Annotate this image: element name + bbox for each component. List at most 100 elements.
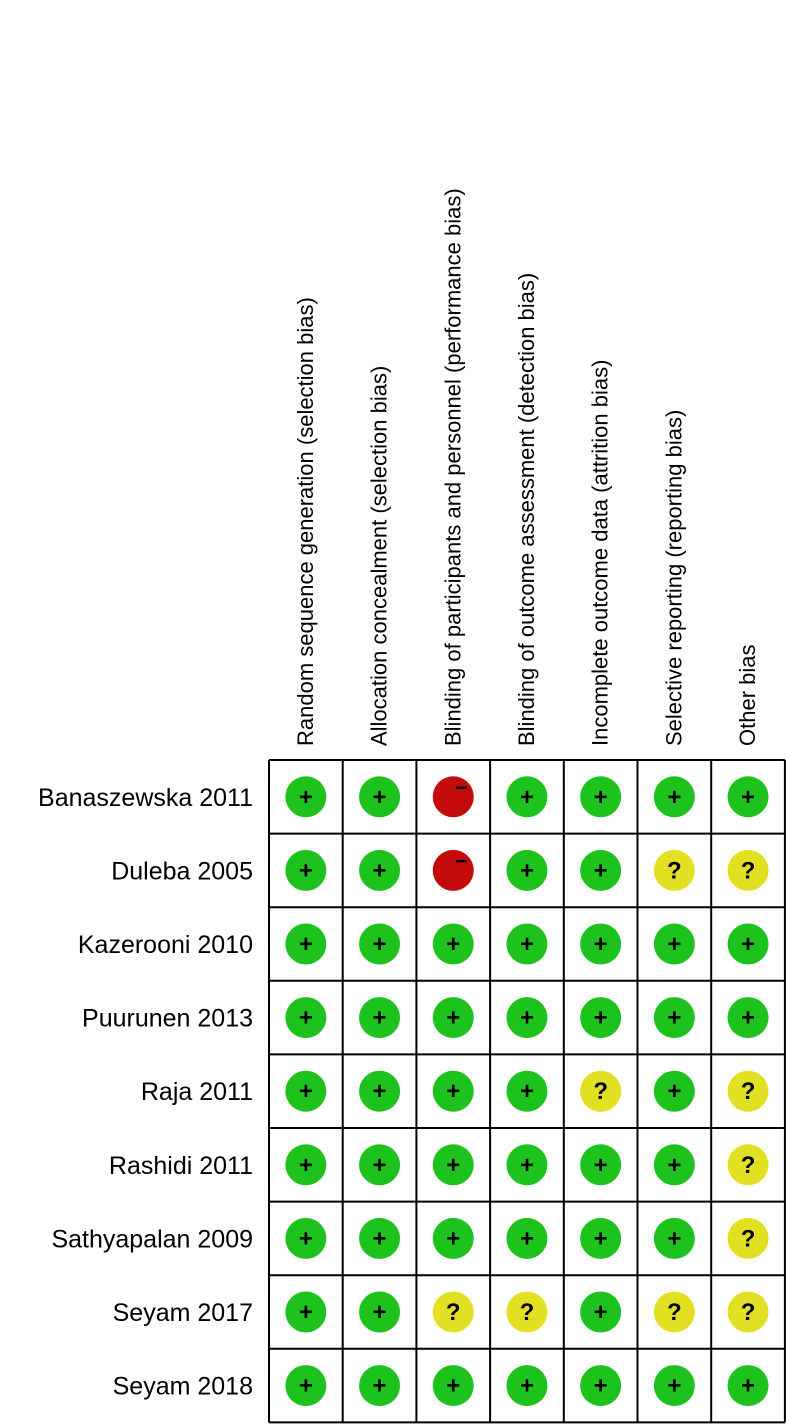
rating-circle: [506, 1217, 548, 1259]
rating-low-mark: +: [580, 1144, 622, 1186]
rating-circle: [506, 1070, 548, 1112]
rating-low-mark: +: [359, 1144, 401, 1186]
rating-symbol: +: [594, 931, 608, 958]
rating-unclear-mark: ?: [727, 849, 769, 891]
rating-symbol: +: [667, 784, 681, 811]
rating-circle: [580, 776, 622, 818]
rating-symbol: +: [667, 931, 681, 958]
rating-symbol: +: [520, 931, 534, 958]
rating-symbol: +: [594, 1299, 608, 1326]
rating-low-mark: +: [432, 1365, 474, 1407]
rating-unclear-mark: ?: [432, 1291, 474, 1333]
rating-unclear-mark: ?: [653, 849, 695, 891]
rating-symbol: +: [299, 784, 313, 811]
rating-symbol: +: [299, 931, 313, 958]
rating-unclear-mark: ?: [727, 1217, 769, 1259]
row-label: Duleba 2005: [111, 857, 253, 885]
rating-symbol: +: [520, 1005, 534, 1032]
rating-low-mark: +: [506, 923, 548, 965]
rating-circle: [727, 997, 769, 1039]
rating-symbol: +: [373, 1299, 387, 1326]
rating-symbol: +: [373, 784, 387, 811]
rating-circle: [580, 1144, 622, 1186]
rating-low-mark: +: [727, 923, 769, 965]
rating-circle: [653, 849, 695, 891]
rating-circle: [727, 1144, 769, 1186]
rating-symbol: +: [667, 1078, 681, 1105]
rating-circle: [432, 997, 474, 1039]
rating-high-mark: −: [432, 848, 474, 891]
rating-circle: [432, 1291, 474, 1333]
rating-circle: [285, 1144, 327, 1186]
rating-circle: [432, 1217, 474, 1259]
rating-symbol: +: [741, 1005, 755, 1032]
row-label: Raja 2011: [141, 1078, 253, 1106]
row-label: Seyam 2017: [113, 1299, 253, 1327]
rating-symbol: +: [299, 1225, 313, 1252]
rating-circle: [580, 1070, 622, 1112]
rating-circle: [432, 1144, 474, 1186]
rating-symbol: +: [520, 1152, 534, 1179]
rating-circle: [580, 997, 622, 1039]
rating-symbol: +: [299, 1299, 313, 1326]
rating-low-mark: +: [506, 849, 548, 891]
rating-low-mark: +: [285, 1217, 327, 1259]
rating-symbol: +: [299, 1373, 313, 1400]
rating-circle: [285, 776, 327, 818]
rating-circle: [506, 849, 548, 891]
rating-symbol: +: [594, 1152, 608, 1179]
rating-low-mark: +: [359, 776, 401, 818]
row-label: Seyam 2018: [113, 1373, 253, 1401]
rating-circle: [653, 1291, 695, 1333]
rating-low-mark: +: [580, 923, 622, 965]
rating-circle: [432, 1070, 474, 1112]
rating-low-mark: +: [359, 923, 401, 965]
rating-low-mark: +: [727, 997, 769, 1039]
rating-circle: [359, 997, 401, 1039]
rating-symbol: +: [299, 1152, 313, 1179]
rating-low-mark: +: [653, 1144, 695, 1186]
rating-unclear-mark: ?: [580, 1070, 622, 1112]
rating-low-mark: +: [359, 1291, 401, 1333]
rating-marks: + + − + + + + + + − + +? ? + + + + + + + + + + + + + + + + + +? + ? + + + + +…: [285, 775, 769, 1407]
rating-circle: [285, 923, 327, 965]
rating-low-mark: +: [506, 1144, 548, 1186]
rating-low-mark: +: [359, 1365, 401, 1407]
rating-symbol: +: [446, 1152, 460, 1179]
rating-symbol: +: [373, 1005, 387, 1032]
rating-circle: [506, 1291, 548, 1333]
rating-symbol: +: [741, 784, 755, 811]
rating-circle: [506, 923, 548, 965]
rating-low-mark: +: [506, 1365, 548, 1407]
rating-circle: [285, 1070, 327, 1112]
rating-low-mark: +: [506, 1217, 548, 1259]
rating-low-mark: +: [580, 1217, 622, 1259]
rating-symbol: ?: [741, 1152, 756, 1179]
rating-symbol: +: [299, 1005, 313, 1032]
rating-circle: [727, 1365, 769, 1407]
rating-low-mark: +: [432, 1144, 474, 1186]
rating-low-mark: +: [653, 1070, 695, 1112]
rating-low-mark: +: [727, 1365, 769, 1407]
row-label: Sathyapalan 2009: [51, 1225, 253, 1253]
rating-circle: [653, 1070, 695, 1112]
column-header: Incomplete outcome data (attrition bias): [588, 360, 613, 746]
rating-symbol: +: [520, 784, 534, 811]
rating-circle: [359, 1144, 401, 1186]
rating-circle: [359, 923, 401, 965]
rating-low-mark: +: [432, 923, 474, 965]
rating-low-mark: +: [432, 997, 474, 1039]
column-header: Allocation concealment (selection bias): [367, 366, 392, 746]
rating-low-mark: +: [653, 923, 695, 965]
rating-low-mark: +: [359, 1217, 401, 1259]
rating-symbol: +: [667, 1005, 681, 1032]
rating-circle: [285, 997, 327, 1039]
rating-circle: [727, 776, 769, 818]
rating-low-mark: +: [359, 849, 401, 891]
rating-unclear-mark: ?: [727, 1291, 769, 1333]
rating-circle: [506, 1144, 548, 1186]
rating-low-mark: +: [580, 1365, 622, 1407]
rating-low-mark: +: [285, 1365, 327, 1407]
rating-low-mark: +: [285, 1144, 327, 1186]
